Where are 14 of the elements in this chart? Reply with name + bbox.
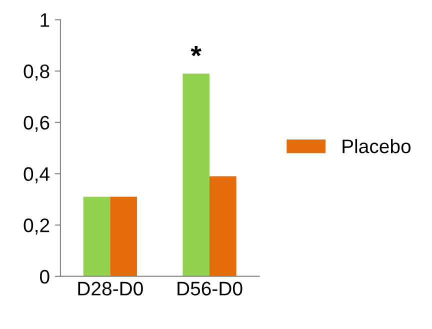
y-tick-label: 1 bbox=[40, 13, 50, 27]
bar bbox=[110, 196, 137, 276]
x-tick-label: D56-D0 bbox=[178, 282, 242, 296]
y-tick-label: 0,6 bbox=[24, 116, 50, 132]
x-tick-label: D28-D0 bbox=[78, 282, 143, 296]
y-tick-label: 0 bbox=[40, 270, 50, 284]
legend-label: Placebo bbox=[342, 138, 411, 154]
bar bbox=[210, 176, 236, 276]
bar bbox=[182, 74, 210, 276]
bar bbox=[83, 196, 110, 276]
annotation: * bbox=[190, 46, 202, 56]
y-tick-label: 0,2 bbox=[24, 218, 50, 235]
y-tick-label: 0,8 bbox=[24, 64, 50, 81]
y-tick-label: 0,4 bbox=[24, 167, 50, 184]
